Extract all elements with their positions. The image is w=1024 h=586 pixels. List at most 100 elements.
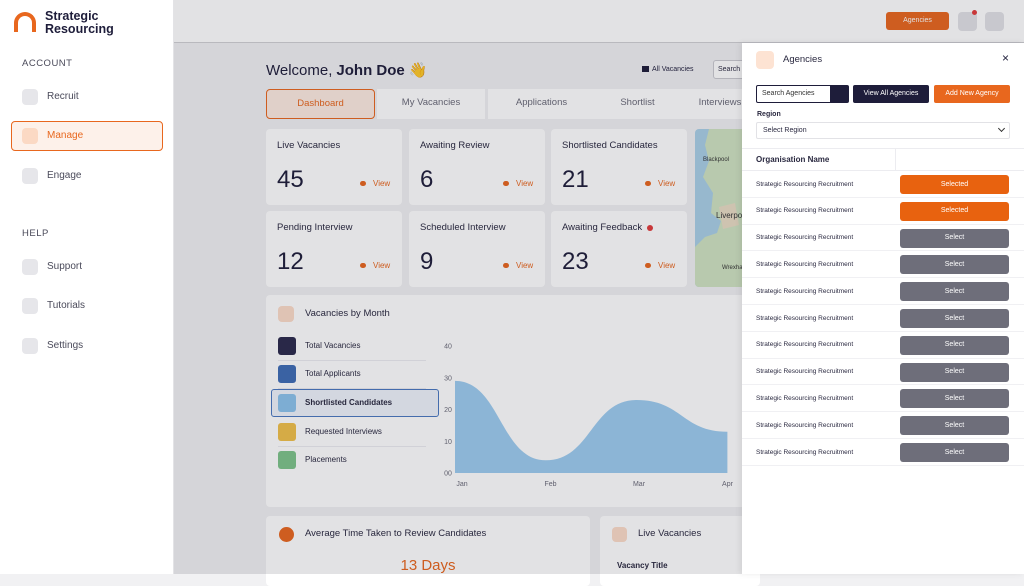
legend-swatch <box>278 394 296 412</box>
stat-value: 12 <box>277 248 304 275</box>
nav-item[interactable]: Support <box>47 261 83 272</box>
agency-name: Strategic Resourcing Recruitment <box>756 207 854 215</box>
stat-label: Shortlisted Candidates <box>562 140 658 151</box>
select-button[interactable]: Select <box>900 362 1009 382</box>
search-text: Search <box>718 66 741 73</box>
agency-name: Strategic Resourcing Recruitment <box>756 287 854 295</box>
live-icon <box>612 527 627 542</box>
nav-item[interactable]: Recruit <box>47 91 79 102</box>
stat-link[interactable]: View <box>373 261 391 270</box>
stat-label: Scheduled Interview <box>420 222 506 233</box>
nav-item[interactable]: Engage <box>47 170 82 181</box>
stat-value: 6 <box>420 166 434 193</box>
topbar <box>174 0 1024 43</box>
urban <box>719 203 739 229</box>
y-tick-label: 10 <box>444 439 452 446</box>
agency-name: Strategic Resourcing Recruitment <box>756 234 854 242</box>
review-title: Average Time Taken to Review Candidates <box>305 528 487 539</box>
select-button[interactable]: Select <box>900 335 1009 355</box>
agency-name: Strategic Resourcing Recruitment <box>756 448 854 456</box>
nav-item[interactable]: Tutorials <box>47 300 85 311</box>
bell-dot <box>972 10 977 15</box>
agency-name: Strategic Resourcing Recruitment <box>756 260 854 268</box>
search-button[interactable] <box>830 85 849 103</box>
add-agency-button[interactable]: Add New Agency <box>934 85 1010 103</box>
review-value: 13 Days <box>400 557 456 574</box>
legend-swatch <box>278 423 296 441</box>
agency-name: Strategic Resourcing Recruitment <box>756 180 854 188</box>
select-button[interactable]: Selected <box>900 175 1009 194</box>
welcome-name: John Doe <box>336 62 405 79</box>
stat-card: Live Vacancies 45 View <box>266 129 402 205</box>
select-button[interactable]: Select <box>900 443 1009 462</box>
select-label: Select <box>944 314 965 322</box>
stat-link[interactable]: View <box>516 261 534 270</box>
row <box>742 225 1024 252</box>
y-tick-label: 40 <box>444 344 452 351</box>
select-label: Select <box>944 368 965 376</box>
tab[interactable]: Applications <box>488 89 595 119</box>
agency-name: Strategic Resourcing Recruitment <box>756 394 854 402</box>
x-tick-label: Mar <box>633 481 646 488</box>
select-button[interactable]: Select <box>900 228 1009 248</box>
select-label: Selected <box>940 180 969 188</box>
select-label: Select <box>944 448 965 456</box>
agency-name: Strategic Resourcing Recruitment <box>756 421 854 429</box>
column-header: Organisation Name <box>756 155 830 164</box>
agencies-button[interactable]: Agencies <box>886 12 949 30</box>
stat-link[interactable]: View <box>658 261 676 270</box>
legend-label[interactable]: Total Vacancies <box>305 341 361 350</box>
nav-item[interactable]: Settings <box>47 340 84 351</box>
agency-name: Strategic Resourcing Recruitment <box>756 368 854 376</box>
tab-label: My Vacancies <box>401 97 461 108</box>
select-button[interactable]: Select <box>900 255 1009 275</box>
select-label: Select <box>944 421 965 429</box>
legend-label[interactable]: Total Applicants <box>305 369 361 378</box>
select-button[interactable]: Select <box>900 416 1009 436</box>
stat-card: Awaiting Review 6 View <box>409 129 545 205</box>
select-button[interactable]: Select <box>900 389 1009 409</box>
search-input[interactable]: Search Agencies <box>756 85 831 103</box>
x-tick-label: Apr <box>722 481 734 488</box>
section-title: ACCOUNT <box>22 58 73 69</box>
logo-icon <box>14 12 36 32</box>
section-title: HELP <box>22 228 49 239</box>
view-all-button[interactable]: View All Agencies <box>853 85 929 103</box>
alert-dot <box>647 225 653 231</box>
panel-title: Agencies <box>783 54 823 65</box>
legend-swatch <box>278 365 296 383</box>
select-button[interactable]: Select <box>900 309 1009 328</box>
select-label: Select <box>944 341 965 349</box>
legend-label[interactable]: Placements <box>305 455 347 464</box>
legend-swatch <box>278 337 296 355</box>
select-button[interactable]: Selected <box>900 201 1009 221</box>
legend-label[interactable]: Shortlisted Candidates <box>305 398 393 407</box>
legend-label[interactable]: Requested Interviews <box>305 427 382 436</box>
eye-icon <box>503 181 509 186</box>
tab[interactable]: Shortlist <box>595 89 680 119</box>
stat-link[interactable]: View <box>373 179 391 188</box>
bell[interactable] <box>958 12 977 31</box>
row <box>742 198 1024 225</box>
tab[interactable]: My Vacancies <box>377 89 485 119</box>
nav-item[interactable]: Manage <box>47 130 84 141</box>
region-select[interactable]: Select Region <box>756 122 1010 139</box>
stat-card: Shortlisted Candidates 21 View <box>551 129 687 205</box>
close[interactable]: × <box>1002 51 1010 65</box>
brand-line: Strategic <box>45 9 99 23</box>
agency-name: Strategic Resourcing Recruitment <box>756 314 854 322</box>
row <box>742 278 1024 305</box>
chevron <box>997 124 1006 133</box>
region-placeholder: Select Region <box>763 127 807 134</box>
filter[interactable]: All Vacancies <box>652 66 694 73</box>
select-button[interactable]: Select <box>900 282 1009 302</box>
map-label: Wrexham <box>722 265 748 271</box>
avatar[interactable] <box>985 12 1004 31</box>
review-icon <box>279 527 294 542</box>
stat-value: 23 <box>562 248 589 275</box>
tab[interactable]: Dashboard <box>266 89 375 119</box>
stat-link[interactable]: View <box>658 179 676 188</box>
add-agency-label: Add New Agency <box>945 90 999 97</box>
stat-link[interactable]: View <box>516 179 534 188</box>
